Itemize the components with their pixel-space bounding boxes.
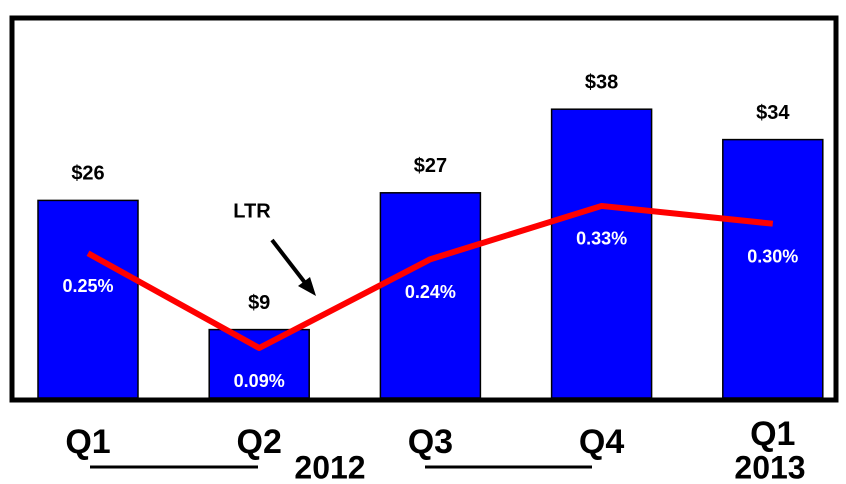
annotation-arrow: [270, 238, 308, 286]
bar-value-label: $27: [414, 155, 447, 177]
bar: [37, 199, 139, 399]
x-tick-label: Q4: [579, 423, 624, 461]
x-tick-label: Q3: [408, 423, 453, 461]
plot-frame: [9, 15, 839, 403]
bar-value-label: $38: [585, 71, 618, 93]
year-label: 2012: [294, 449, 365, 484]
line-value-label: 0.09%: [234, 371, 285, 391]
x-tick-label: Q1: [65, 423, 110, 461]
bar: [550, 108, 653, 399]
line-value-label: 0.30%: [747, 246, 798, 266]
line: [86, 202, 774, 352]
line-value-label: 0.33%: [576, 229, 627, 249]
line-value-label: 0.25%: [62, 276, 113, 296]
arrow-head: [298, 277, 316, 296]
bar-value-label: $9: [248, 292, 270, 314]
x-tick-label: Q2: [237, 423, 282, 461]
line-value-label: 0.24%: [405, 282, 456, 302]
x-tick-label: Q1: [750, 415, 795, 453]
bar: [722, 138, 824, 399]
annotation: LTR: [233, 200, 271, 222]
bar-value-label: $34: [756, 102, 790, 124]
bar: [208, 328, 310, 399]
bar: [379, 192, 482, 399]
year-label: 2013: [734, 449, 805, 484]
bar-value-label: $26: [71, 163, 104, 185]
